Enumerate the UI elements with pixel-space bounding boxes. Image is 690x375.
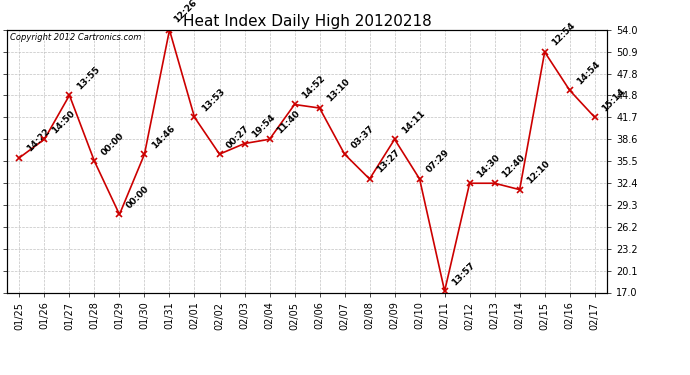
Text: 13:53: 13:53 — [200, 87, 226, 113]
Text: 00:00: 00:00 — [100, 131, 126, 157]
Text: 14:54: 14:54 — [575, 59, 602, 86]
Text: 14:11: 14:11 — [400, 108, 427, 135]
Text: 14:30: 14:30 — [475, 153, 502, 179]
Text: 13:55: 13:55 — [75, 64, 101, 91]
Text: 12:26: 12:26 — [172, 0, 199, 24]
Text: 15:14: 15:14 — [600, 86, 627, 113]
Text: 11:40: 11:40 — [275, 108, 302, 135]
Text: 12:40: 12:40 — [500, 153, 526, 179]
Text: 14:46: 14:46 — [150, 123, 177, 150]
Text: 07:29: 07:29 — [425, 148, 452, 175]
Text: 19:54: 19:54 — [250, 112, 277, 140]
Text: 13:57: 13:57 — [450, 260, 477, 287]
Text: Copyright 2012 Cartronics.com: Copyright 2012 Cartronics.com — [10, 33, 141, 42]
Text: 00:00: 00:00 — [125, 184, 151, 210]
Text: 03:37: 03:37 — [350, 123, 377, 150]
Text: 14:22: 14:22 — [25, 127, 52, 153]
Title: Heat Index Daily High 20120218: Heat Index Daily High 20120218 — [183, 14, 431, 29]
Text: 14:52: 14:52 — [300, 74, 327, 100]
Text: 00:27: 00:27 — [225, 123, 252, 150]
Text: 13:27: 13:27 — [375, 148, 402, 175]
Text: 12:54: 12:54 — [550, 21, 577, 48]
Text: 14:50: 14:50 — [50, 108, 77, 135]
Text: 12:10: 12:10 — [525, 159, 552, 186]
Text: 13:10: 13:10 — [325, 77, 352, 104]
